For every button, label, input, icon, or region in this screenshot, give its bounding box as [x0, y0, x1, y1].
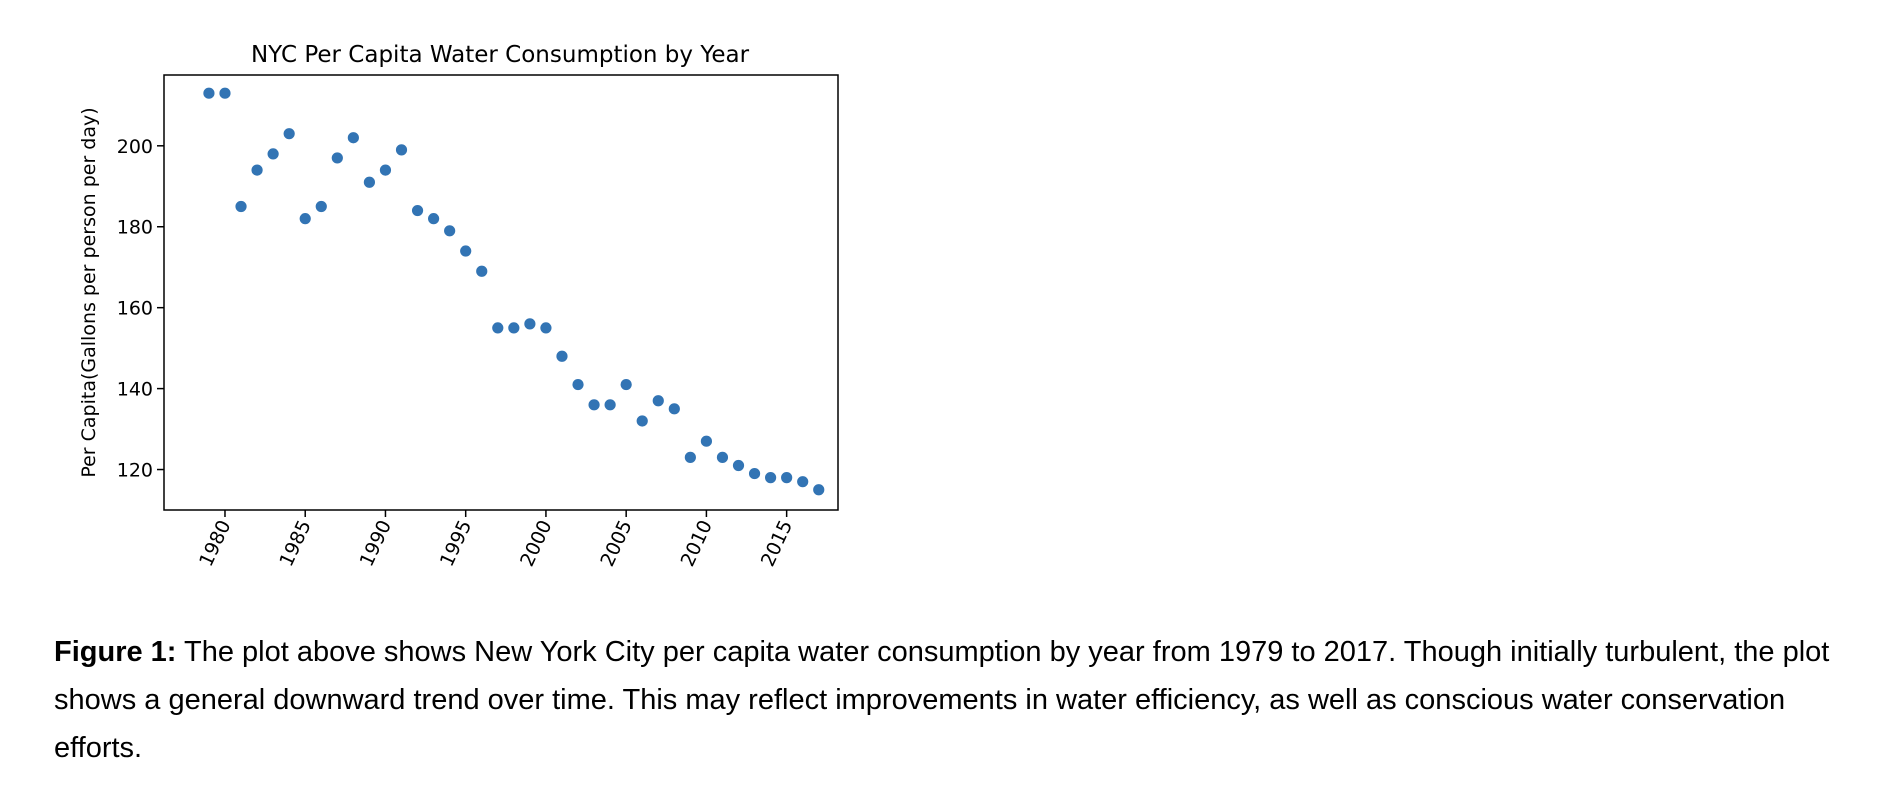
y-tick-label: 120 [117, 460, 153, 482]
x-tick-label: 2005 [596, 517, 636, 570]
data-point [603, 398, 617, 412]
data-point [651, 394, 665, 408]
data-point [459, 244, 473, 258]
x-tick-label: 1995 [436, 517, 476, 570]
x-tick-label: 2015 [757, 517, 797, 570]
y-axis-label: Per Capita(Gallons per person per day) [78, 107, 100, 477]
data-point [796, 475, 810, 489]
data-point [395, 143, 408, 157]
data-point [716, 450, 729, 464]
y-tick-label: 140 [117, 379, 153, 401]
data-point [298, 212, 312, 226]
data-point [427, 212, 441, 226]
data-point [571, 378, 585, 391]
data-point [330, 151, 344, 165]
data-point [764, 471, 777, 485]
figure-caption: Figure 1: The plot above shows New York … [54, 628, 1854, 772]
data-point [587, 398, 601, 412]
data-point [266, 147, 280, 161]
data-point [218, 86, 232, 100]
caption-text: The plot above shows New York City per c… [54, 636, 1830, 764]
x-tick-label: 1985 [275, 517, 315, 570]
data-point [523, 317, 537, 331]
data-point [732, 459, 745, 472]
x-tick-label: 1990 [356, 517, 396, 570]
chart-title: NYC Per Capita Water Consumption by Year [251, 42, 750, 68]
data-point [491, 321, 505, 335]
data-point [507, 321, 521, 335]
data-point [202, 86, 216, 100]
data-point [443, 224, 457, 238]
data-point [700, 434, 713, 448]
data-point [780, 471, 794, 485]
scatter-chart: NYC Per Capita Water Consumption by Year… [78, 42, 839, 570]
y-tick-label: 160 [117, 298, 153, 320]
data-point [346, 131, 360, 145]
data-point [555, 349, 569, 363]
data-point [282, 127, 296, 141]
data-point [250, 163, 264, 177]
y-tick-label: 200 [117, 136, 153, 158]
data-point [234, 200, 248, 213]
y-tick-label: 180 [117, 217, 153, 239]
data-points [202, 86, 826, 497]
x-tick-label: 1980 [195, 517, 235, 570]
x-tick-label: 2000 [516, 517, 556, 570]
y-axis: 120 140 160 180 200 [117, 136, 164, 482]
data-point [314, 200, 328, 213]
data-point [619, 378, 633, 391]
data-point [363, 175, 376, 189]
x-axis: 1980 1985 1990 1995 2000 2005 2010 2015 [195, 510, 797, 570]
data-point [411, 204, 424, 217]
data-point [683, 450, 697, 464]
x-tick-label: 2010 [677, 517, 717, 570]
caption-label: Figure 1: [54, 636, 177, 668]
plot-frame [163, 74, 839, 511]
data-point [539, 321, 553, 335]
data-point [635, 414, 649, 428]
data-point [812, 483, 826, 497]
data-point [748, 467, 761, 480]
data-point [379, 163, 392, 177]
data-point [475, 264, 489, 278]
data-point [667, 402, 681, 416]
